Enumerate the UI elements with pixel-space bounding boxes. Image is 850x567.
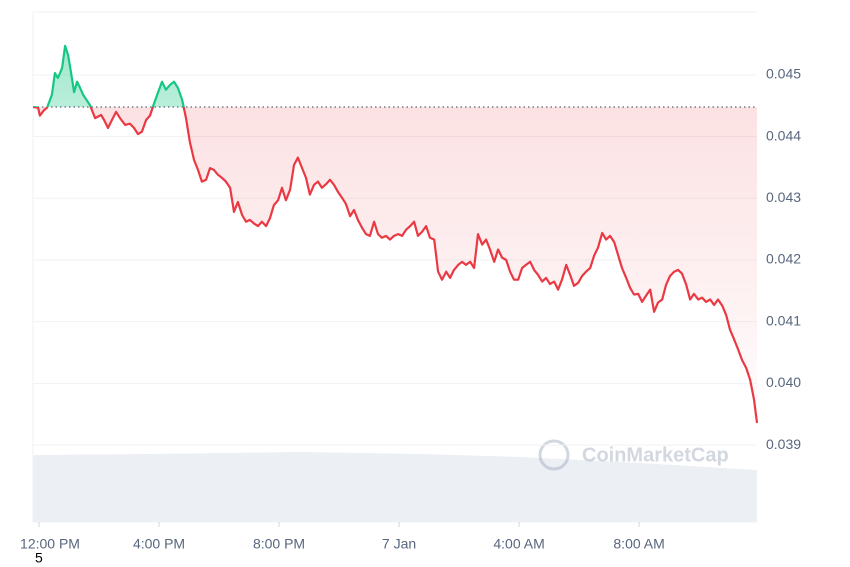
y-tick-label: 0.042	[766, 251, 801, 267]
x-tick-label: 8:00 PM	[253, 536, 305, 552]
y-tick-label: 0.039	[766, 436, 801, 452]
watermark-logo	[538, 439, 570, 471]
x-tick-label: 4:00 AM	[493, 536, 544, 552]
x-tick-label: 7 Jan	[382, 536, 416, 552]
x-tick-label: 4:00 PM	[133, 536, 185, 552]
y-tick-label: 0.045	[766, 66, 801, 82]
x-tick-label: 8:00 AM	[613, 536, 664, 552]
watermark-text: CoinMarketCap	[582, 444, 729, 466]
y-tick-label: 0.040	[766, 374, 801, 390]
y-tick-label: 0.044	[766, 127, 801, 143]
price-line	[32, 44, 759, 424]
watermark: CoinMarketCap	[538, 439, 729, 471]
volume-area	[33, 452, 757, 522]
x-tick-label: 12:00 PM	[20, 536, 80, 552]
y-tick-label: 0.043	[766, 189, 801, 205]
footnote: 5	[35, 550, 43, 566]
y-tick-label: 0.041	[766, 312, 801, 328]
